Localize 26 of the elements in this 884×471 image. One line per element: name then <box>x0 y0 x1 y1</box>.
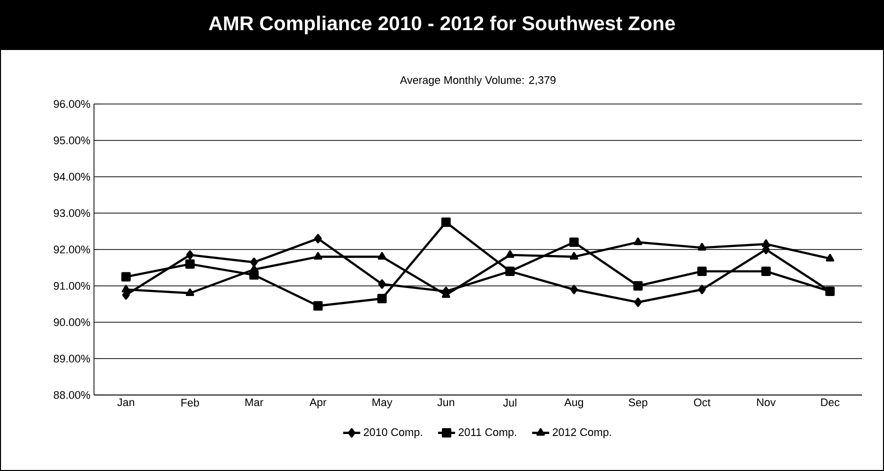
y-tick-label: 90.00% <box>54 318 90 326</box>
chart-title: AMR Compliance 2010 - 2012 for Southwest Zone <box>208 16 675 34</box>
y-tick-label: 89.00% <box>54 354 90 363</box>
legend-label: 2012 Comp. <box>552 428 611 438</box>
x-tick-label: Nov <box>757 398 776 406</box>
x-tick-label: Feb <box>181 398 199 407</box>
x-tick-label: Apr <box>309 398 326 408</box>
x-tick-label: May <box>372 398 392 408</box>
legend-label: 2011 Comp. <box>458 428 516 438</box>
x-tick-label: Dec <box>821 398 840 406</box>
x-tick-label: Jul <box>503 398 516 407</box>
chart-subtitle: Average Monthly Volume: 2,379 <box>400 76 556 86</box>
x-tick-label: Oct <box>694 398 710 406</box>
y-tick-label: 94.00% <box>54 172 90 181</box>
x-tick-label: Aug <box>564 398 584 408</box>
x-tick-label: Mar <box>245 398 264 406</box>
y-tick-label: 96.00% <box>54 100 90 108</box>
x-tick-label: Jun <box>437 398 454 406</box>
x-tick-label: Jan <box>117 398 134 406</box>
legend-label: 2010 Comp. <box>364 428 422 438</box>
y-tick-label: 91.00% <box>54 282 90 290</box>
y-tick-label: 95.00% <box>54 136 90 144</box>
y-tick-label: 93.00% <box>54 209 90 218</box>
x-tick-label: Sep <box>628 398 648 408</box>
y-tick-label: 88.00% <box>54 391 90 399</box>
y-tick-label: 92.00% <box>54 246 90 254</box>
